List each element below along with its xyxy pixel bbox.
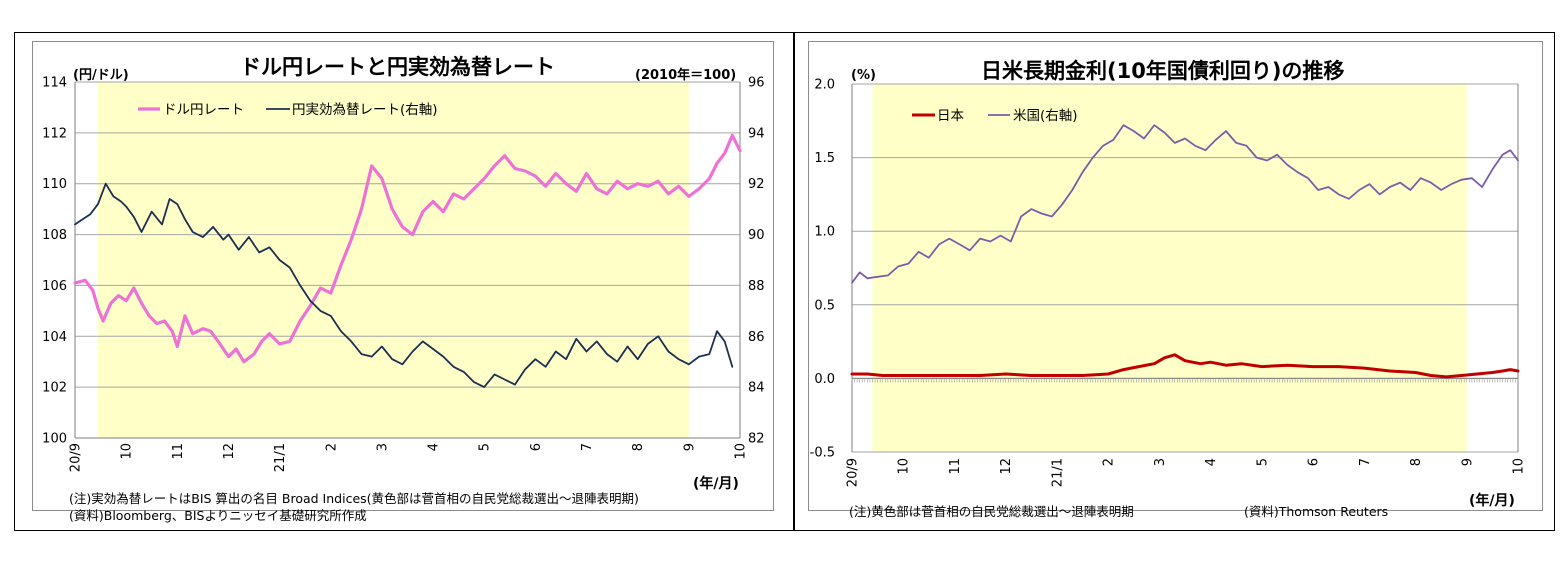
chart2-shaded-period xyxy=(872,84,1467,452)
chart1-legend-label-1: ドル円レート xyxy=(163,102,244,118)
chart2-title: 日米長期金利(10年国債利回り)の推移 xyxy=(981,59,1345,83)
chart1-y2-tick-label: 96 xyxy=(748,76,765,91)
chart1-x-tick-label: 2 xyxy=(324,443,339,451)
chart2-y-tick-label: 1.0 xyxy=(814,225,835,240)
chart2-x-tick-label: 9 xyxy=(1460,458,1475,466)
chart1-x-tick-label: 3 xyxy=(375,443,390,451)
chart2-source: (資料)Thomson Reuters xyxy=(1244,504,1389,519)
chart2-legend-label-1: 日本 xyxy=(937,108,965,124)
chart2-x-tick-label: 20/9 xyxy=(846,458,861,487)
chart1-x-tick-label: 10 xyxy=(734,443,749,460)
chart1-y-tick-label: 100 xyxy=(42,432,67,447)
chart1-source: (資料)Bloomberg、BISよりニッセイ基礎研究所作成 xyxy=(69,508,367,523)
chart1-y-tick-label: 104 xyxy=(42,330,67,345)
chart1-x-axis-unit: (年/月) xyxy=(693,476,739,492)
chart1-x-tick-label: 5 xyxy=(478,443,493,451)
chart2-x-tick-label: 12 xyxy=(999,458,1014,475)
chart1-y2-tick-label: 90 xyxy=(748,228,765,243)
chart1-note: (注)実効為替レートはBIS 算出の名目 Broad Indices(黄色部は菅… xyxy=(69,491,639,506)
chart2-note: (注)黄色部は菅首相の自民党総裁選出～退陣表明期 xyxy=(849,504,1134,519)
chart1-y-tick-label: 114 xyxy=(42,76,67,91)
chart1-y2-tick-label: 92 xyxy=(748,177,765,192)
chart2-legend-label-2: 米国(右軸) xyxy=(1013,108,1078,124)
chart2-x-tick-label: 11 xyxy=(948,458,963,475)
chart1-x-tick-label: 21/1 xyxy=(273,443,288,472)
chart1-x-tick-label: 20/9 xyxy=(69,443,84,472)
chart2-x-axis-unit: (年/月) xyxy=(1469,493,1515,509)
chart1-y-tick-label: 110 xyxy=(42,177,67,192)
chart2-x-tick-label: 2 xyxy=(1102,458,1117,466)
chart1-x-tick-label: 11 xyxy=(171,443,186,460)
chart2-x-tick-label: 10 xyxy=(1512,458,1527,475)
chart2-x-tick-label: 6 xyxy=(1307,458,1322,466)
chart2-series-line-2 xyxy=(851,124,1519,284)
chart1-y2-tick-label: 94 xyxy=(748,126,765,141)
outer-frame xyxy=(14,32,1555,531)
chart1-y-tick-label: 102 xyxy=(42,381,67,396)
chart2-y-axis-unit: (%) xyxy=(851,68,876,83)
chart1-y-tick-label: 106 xyxy=(42,279,67,294)
chart2-x-tick-label: 7 xyxy=(1358,458,1373,466)
chart2-x-tick-label: 10 xyxy=(897,458,912,475)
chart1-y2-tick-label: 86 xyxy=(748,330,765,345)
chart2-x-tick-label: 21/1 xyxy=(1050,458,1065,487)
chart1-right-axis-unit: (2010年＝100) xyxy=(635,68,737,83)
chart2-x-tick-label: 8 xyxy=(1409,458,1424,466)
chart1-series-line-2 xyxy=(74,182,734,389)
chart2-y-tick-label: 0.5 xyxy=(814,298,835,313)
chart2-y-tick-label: -0.5 xyxy=(810,446,835,461)
chart2-y-tick-label: 2.0 xyxy=(814,78,835,93)
chart1-x-tick-label: 6 xyxy=(529,443,544,451)
chart1-x-tick-label: 7 xyxy=(580,443,595,451)
chart1-y2-tick-label: 84 xyxy=(748,381,765,396)
chart2-x-tick-label: 4 xyxy=(1204,458,1219,466)
chart2-x-tick-label: 3 xyxy=(1153,458,1168,466)
chart1-y2-tick-label: 88 xyxy=(748,279,765,294)
chart1-y-tick-label: 112 xyxy=(42,126,67,141)
chart1-series-line-1 xyxy=(73,133,742,364)
chart1-x-tick-label: 10 xyxy=(120,443,135,460)
panel-divider xyxy=(793,32,795,531)
chart1-x-tick-label: 4 xyxy=(427,443,442,451)
chart2-x-tick-label: 5 xyxy=(1255,458,1270,466)
chart2-y-tick-label: 1.5 xyxy=(814,151,835,166)
chart1-x-tick-label: 12 xyxy=(222,443,237,460)
chart1-x-tick-label: 9 xyxy=(682,443,697,451)
chart1-y2-tick-label: 82 xyxy=(748,432,765,447)
chart1-y-tick-label: 108 xyxy=(42,228,67,243)
chart1-legend-label-2: 円実効為替レート(右軸) xyxy=(292,102,438,118)
chart2-series-line-1 xyxy=(850,353,1520,379)
chart1-title: ドル円レートと円実効為替レート xyxy=(240,55,555,79)
chart1-shaded-period xyxy=(98,82,689,438)
chart1-left-axis-unit: (円/ドル) xyxy=(73,68,129,83)
chart2-y-tick-label: 0.0 xyxy=(814,372,835,387)
chart1-x-tick-label: 8 xyxy=(631,443,646,451)
